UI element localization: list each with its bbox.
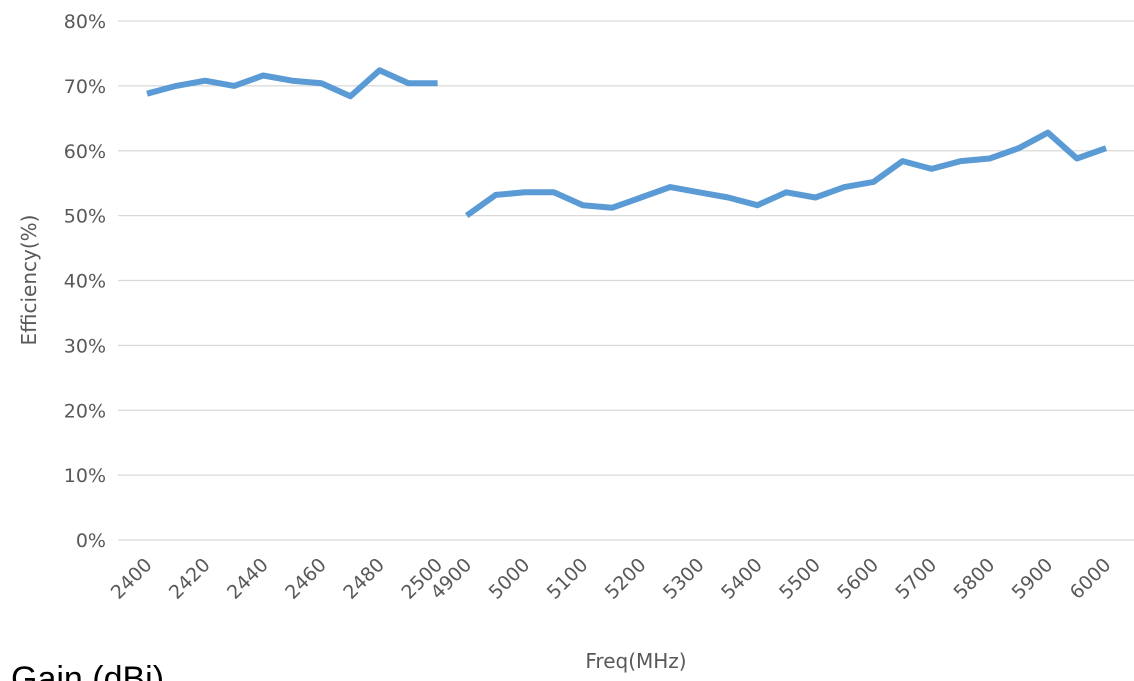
x-tick-label: 5200 (601, 554, 651, 604)
y-tick-labels: 0% 10% 20% 30% 40% 50% 60% 70% 80% (64, 11, 106, 552)
x-axis-label: Freq(MHz) (585, 649, 686, 673)
x-tick-label: 5500 (775, 554, 825, 604)
y-tick-label: 10% (64, 465, 106, 487)
y-tick-label: 40% (64, 271, 106, 293)
series-lines (146, 67, 1108, 219)
x-tick-label: 5800 (950, 554, 1000, 604)
x-tick-label: 5900 (1008, 554, 1058, 604)
y-tick-label: 60% (64, 141, 106, 163)
x-tick-label: 5600 (833, 554, 883, 604)
x-tick-label: 6000 (1066, 554, 1116, 604)
x-tick-label: 2480 (339, 554, 389, 604)
x-tick-label: 5400 (717, 554, 767, 604)
x-tick-label: 5300 (659, 554, 709, 604)
y-axis-label: Efficiency(%) (17, 215, 41, 346)
y-tick-label: 50% (64, 206, 106, 228)
y-tick-label: 80% (64, 11, 106, 33)
x-tick-label: 2420 (165, 554, 215, 604)
x-tick-label: 5100 (543, 554, 593, 604)
x-tick-label: 5700 (891, 554, 941, 604)
efficiency-series-line-1 (146, 67, 438, 100)
clipped-gain-label: Gain (dBi) (11, 660, 164, 681)
x-tick-label: 2400 (107, 554, 157, 604)
y-tick-label: 0% (76, 530, 106, 552)
x-tick-label: 5000 (485, 554, 535, 604)
x-tick-label: 2440 (223, 554, 273, 604)
efficiency-series-line-2 (464, 129, 1108, 219)
y-tick-label: 20% (64, 400, 106, 422)
x-tick-label: 2460 (281, 554, 331, 604)
y-tick-label: 70% (64, 76, 106, 98)
gridlines (118, 20, 1134, 541)
y-tick-label: 30% (64, 335, 106, 357)
